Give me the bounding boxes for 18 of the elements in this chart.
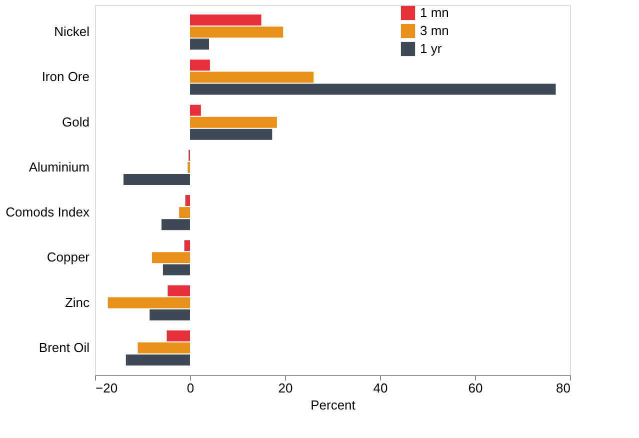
x-tick-label: 0 xyxy=(186,380,194,396)
x-tick-label: 60 xyxy=(468,380,483,396)
y-tick-label: Gold xyxy=(62,114,90,130)
x-tick-label: 40 xyxy=(373,380,388,396)
y-tick-label: Copper xyxy=(46,250,90,265)
x-axis-title: Percent xyxy=(310,398,356,412)
y-tick-label: Nickel xyxy=(54,24,90,40)
y-tick-label: Iron Ore xyxy=(42,69,90,84)
x-tick-label: −20 xyxy=(96,380,118,396)
x-tick-label: 80 xyxy=(556,380,570,396)
legend-label: 3 mn xyxy=(420,23,449,38)
y-tick-label: Zinc xyxy=(64,294,90,310)
y-tick-label: Aluminium xyxy=(28,159,90,174)
legend-label: 1 yr xyxy=(420,41,442,56)
y-tick-label: Brent Oil xyxy=(38,340,90,355)
legend-label: 1 mn xyxy=(420,5,449,20)
y-tick-label: Comods Index xyxy=(6,204,90,220)
x-tick-label: 20 xyxy=(278,380,293,396)
